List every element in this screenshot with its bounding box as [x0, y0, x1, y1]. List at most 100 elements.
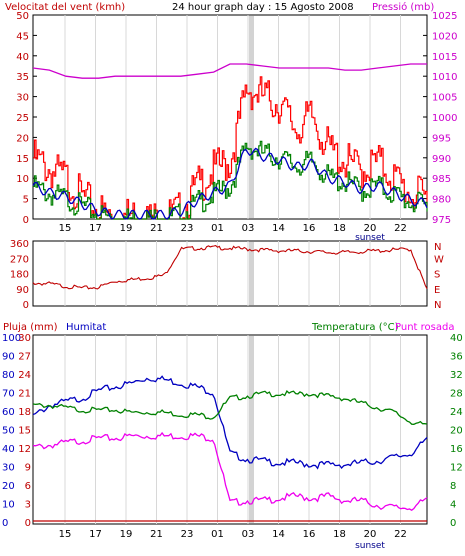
- wind-tick-label: 20: [16, 133, 29, 144]
- wind-average-series: [33, 140, 428, 220]
- dew-point-label: Punt rosada: [395, 322, 454, 333]
- pressure-tick-label: 1005: [432, 93, 457, 104]
- x-tick-label-climate: 14: [272, 529, 285, 540]
- temperature-tick-label: 8: [450, 481, 456, 492]
- wind-speed-series: [33, 76, 428, 220]
- pressure-tick-label: 985: [432, 174, 451, 185]
- compass-label: S: [434, 270, 440, 281]
- temperature-tick-label: 16: [450, 444, 463, 455]
- rain-tick-label: 6: [25, 481, 31, 492]
- wind-speed-label: Velocitat del vent (kmh): [5, 2, 125, 13]
- direction-tick-label: 0: [23, 300, 29, 311]
- x-tick-label-climate: 20: [364, 529, 377, 540]
- dew-point-series: [32, 431, 428, 511]
- wind-tick-label: 40: [16, 52, 29, 63]
- wind-tick-label: 25: [16, 113, 29, 124]
- temperature-tick-label: 24: [450, 407, 463, 418]
- sunset-annotation-climate: sunset: [355, 541, 385, 551]
- humidity-tick-label: 10: [2, 500, 15, 511]
- x-tick-label-climate: 01: [211, 529, 224, 540]
- panel-climate-frame: [32, 334, 428, 525]
- temperature-tick-label: 20: [450, 426, 463, 437]
- wind-smoothed-series: [32, 147, 428, 220]
- x-tick-label-climate: 21: [150, 529, 163, 540]
- temperature-tick-label: 36: [450, 352, 463, 363]
- rain-tick-label: 15: [18, 426, 31, 437]
- rain-tick-label: 12: [18, 444, 31, 455]
- x-tick-label-climate: 16: [303, 529, 316, 540]
- x-tick-label-wind: 17: [89, 223, 102, 234]
- compass-label: W: [434, 254, 444, 265]
- x-tick-label-wind: 21: [150, 223, 163, 234]
- pressure-tick-label: 1015: [432, 52, 457, 63]
- temperature-series: [32, 390, 428, 425]
- rain-tick-label: 3: [25, 500, 31, 511]
- pressure-tick-label: 1025: [432, 11, 457, 22]
- rain-label: Pluja (mm): [3, 322, 58, 333]
- pressure-tick-label: 1000: [432, 113, 457, 124]
- rain-tick-label: 30: [18, 333, 31, 344]
- humidity-tick-label: 100: [2, 333, 21, 344]
- humidity-tick-label: 0: [2, 518, 8, 529]
- direction-tick-label: 180: [10, 270, 29, 281]
- direction-tick-label: 270: [10, 254, 29, 265]
- humidity-tick-label: 70: [2, 389, 15, 400]
- x-tick-label-wind: 18: [333, 223, 346, 234]
- x-tick-label-climate: 19: [120, 529, 133, 540]
- wind-tick-label: 45: [16, 31, 29, 42]
- x-tick-label-climate: 18: [333, 529, 346, 540]
- wind-tick-label: 30: [16, 93, 29, 104]
- pressure-tick-label: 980: [432, 195, 451, 206]
- humidity-tick-label: 20: [2, 481, 15, 492]
- day-boundary-band: [249, 16, 254, 218]
- temperature-tick-label: 4: [450, 500, 456, 511]
- wind-tick-label: 50: [16, 11, 29, 22]
- direction-tick-label: 90: [16, 285, 29, 296]
- wind-direction-series: [32, 245, 428, 290]
- pressure-tick-label: 1010: [432, 72, 457, 83]
- panel-direction-frame: [32, 240, 428, 307]
- panel-wind-frame: [32, 14, 428, 220]
- x-tick-label-wind: 15: [59, 223, 72, 234]
- pressure-tick-label: 995: [432, 133, 451, 144]
- x-tick-label-wind: 16: [303, 223, 316, 234]
- day-boundary-band: [249, 336, 254, 523]
- pressure-label: Pressió (mb): [372, 1, 434, 13]
- x-tick-label-wind: 03: [242, 223, 255, 234]
- wind-tick-label: 35: [16, 72, 29, 83]
- x-tick-label-wind: 19: [120, 223, 133, 234]
- x-tick-label-wind: 22: [394, 223, 407, 234]
- humidity-tick-label: 50: [2, 426, 15, 437]
- x-tick-label-climate: 23: [181, 529, 194, 540]
- rain-tick-label: 9: [25, 463, 31, 474]
- humidity-tick-label: 90: [2, 352, 15, 363]
- compass-label: N: [434, 242, 441, 253]
- x-tick-label-wind: 23: [181, 223, 194, 234]
- temperature-tick-label: 32: [450, 370, 463, 381]
- wind-tick-label: 0: [23, 215, 29, 226]
- humidity-label: Humitat: [66, 322, 106, 333]
- rain-tick-label: 0: [25, 518, 31, 529]
- humidity-series: [32, 375, 428, 470]
- pressure-tick-label: 1020: [432, 31, 457, 42]
- pressure-series: [32, 63, 427, 79]
- wind-tick-label: 5: [23, 195, 29, 206]
- humidity-tick-label: 40: [2, 444, 15, 455]
- x-tick-label-wind: 01: [211, 223, 224, 234]
- sunset-annotation: sunset: [355, 233, 385, 243]
- temperature-tick-label: 40: [450, 333, 463, 344]
- x-tick-label-wind: 20: [364, 223, 377, 234]
- temperature-tick-label: 28: [450, 389, 463, 400]
- temperature-tick-label: 12: [450, 463, 463, 474]
- day-boundary-band: [249, 242, 254, 305]
- x-tick-label-climate: 03: [242, 529, 255, 540]
- pressure-tick-label: 975: [432, 215, 451, 226]
- direction-tick-label: 360: [10, 239, 29, 250]
- compass-label: N: [434, 300, 441, 311]
- pressure-tick-label: 990: [432, 154, 451, 165]
- rain-tick-label: 18: [18, 407, 31, 418]
- wind-tick-label: 10: [16, 174, 29, 185]
- wind-tick-label: 15: [16, 154, 29, 165]
